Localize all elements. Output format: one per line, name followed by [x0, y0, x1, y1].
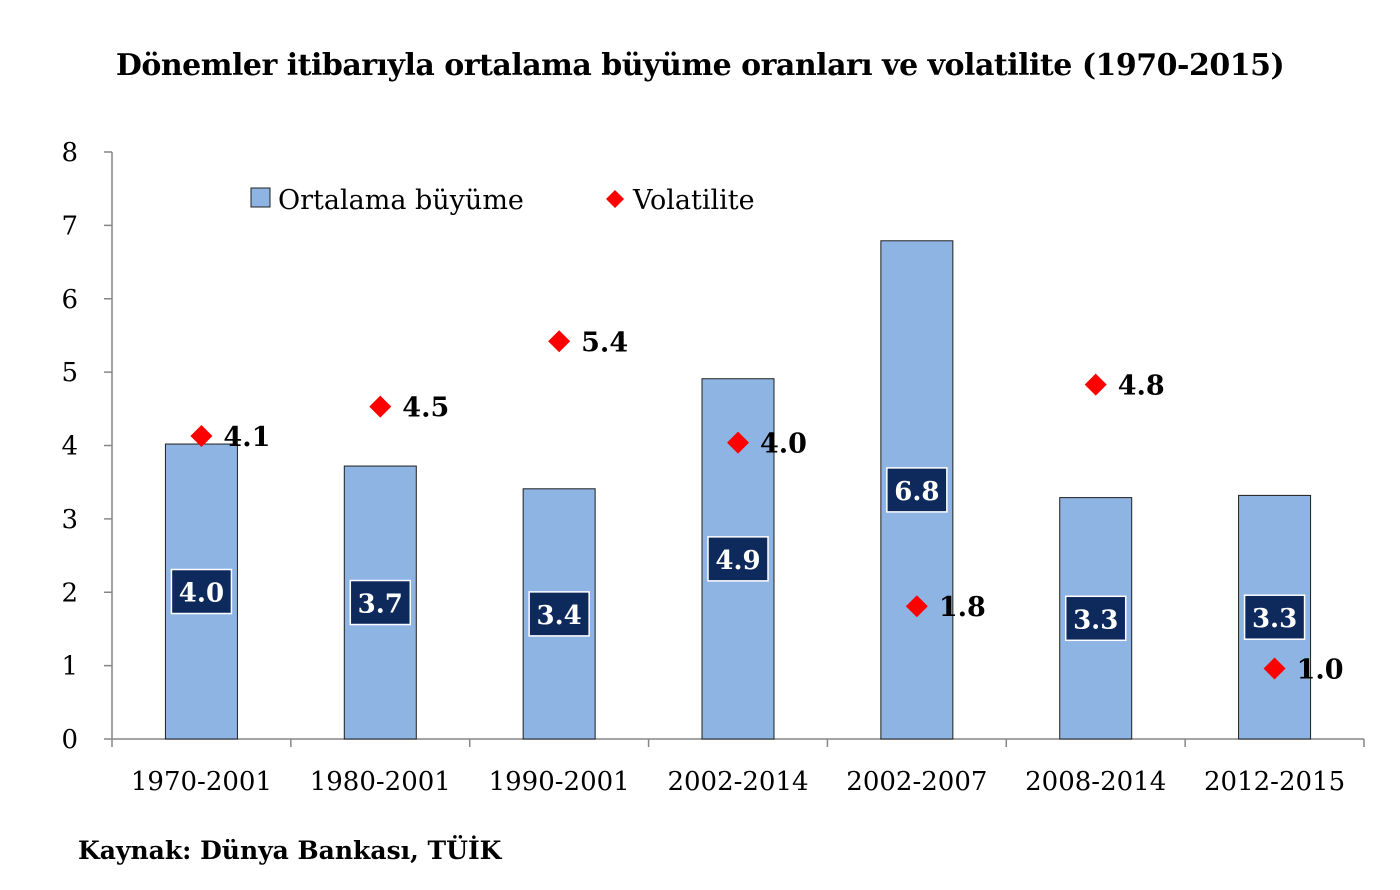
volatility-marker [1263, 657, 1286, 680]
x-tick-label: 1980-2001 [310, 767, 451, 797]
legend-swatch-marker [606, 190, 624, 208]
bar-value-box [707, 536, 769, 582]
volatility-label: 4.0 [760, 429, 807, 460]
volatility-label: 5.4 [581, 327, 628, 358]
volatility-marker [905, 595, 928, 618]
bar-value-box [1243, 594, 1306, 640]
bar-value-box [528, 591, 590, 637]
bar-value-label: 4.9 [715, 546, 760, 576]
y-tick-label: 5 [61, 358, 78, 388]
x-tick-label: 2008-2014 [1025, 767, 1166, 797]
volatility-label: 4.1 [223, 422, 270, 453]
bar-value-label: 3.3 [1073, 605, 1118, 635]
x-axis: 1970-2001 1980-2001 1990-2001 2002-2014 2002… [111, 738, 1365, 797]
bar-value-label: 4.0 [179, 579, 224, 609]
volatility-marker [727, 431, 749, 454]
bar-value-box [1064, 595, 1127, 642]
x-tick-label: 1970-2001 [131, 767, 272, 797]
y-tick-label: 7 [61, 211, 78, 241]
bar-labels: 4.0 3.7 3.4 4.9 6.8 3.3 3.3 [170, 467, 1306, 642]
legend-label-bar: Ortalama büyüme [278, 185, 524, 216]
volatility-label: 1.8 [939, 592, 986, 623]
x-tick-label: 1990-2001 [489, 767, 630, 797]
volatility-marker [548, 330, 571, 353]
bar-value-label: 3.7 [358, 590, 403, 620]
x-tick-label: 2002-2007 [846, 767, 987, 797]
x-tick-label: 2012-2015 [1204, 767, 1345, 797]
y-tick-label: 6 [61, 285, 78, 315]
volatility-series: 4.1 4.5 5.4 4.0 1.8 4.8 1.0 [190, 327, 1344, 686]
y-tick-label: 3 [61, 505, 78, 535]
chart-title: Dönemler itibarıyla ortalama büyüme oran… [115, 48, 1285, 83]
legend-swatch-bar [250, 187, 271, 208]
volatility-label: 1.0 [1297, 655, 1344, 686]
bar-value-box [886, 467, 948, 513]
bar-value-label: 3.3 [1252, 604, 1297, 634]
y-tick-label: 8 [61, 138, 78, 168]
legend: Ortalama büyüme Volatilite [250, 185, 755, 216]
volatility-label: 4.5 [402, 393, 449, 424]
y-tick-label: 2 [61, 578, 78, 608]
volatility-marker [369, 395, 392, 418]
bar-value-box [170, 568, 233, 615]
y-tick-label: 0 [61, 725, 78, 755]
volatility-marker [1084, 373, 1107, 396]
bar-value-label: 6.8 [894, 477, 939, 507]
volatility-marker [190, 424, 213, 447]
bar-value-box [349, 579, 412, 626]
y-tick-label: 1 [61, 652, 78, 682]
bar-series [164, 240, 1312, 740]
y-tick-label: 4 [61, 432, 78, 462]
y-axis: 0 1 2 3 4 5 6 7 8 [61, 138, 113, 755]
bar-value-label: 3.4 [537, 601, 582, 631]
source-note: Kaynak: Dünya Bankası, TÜİK [78, 836, 502, 865]
volatility-label: 4.8 [1118, 371, 1165, 402]
legend-label-marker: Volatilite [632, 185, 755, 216]
x-tick-label: 2002-2014 [667, 767, 808, 797]
